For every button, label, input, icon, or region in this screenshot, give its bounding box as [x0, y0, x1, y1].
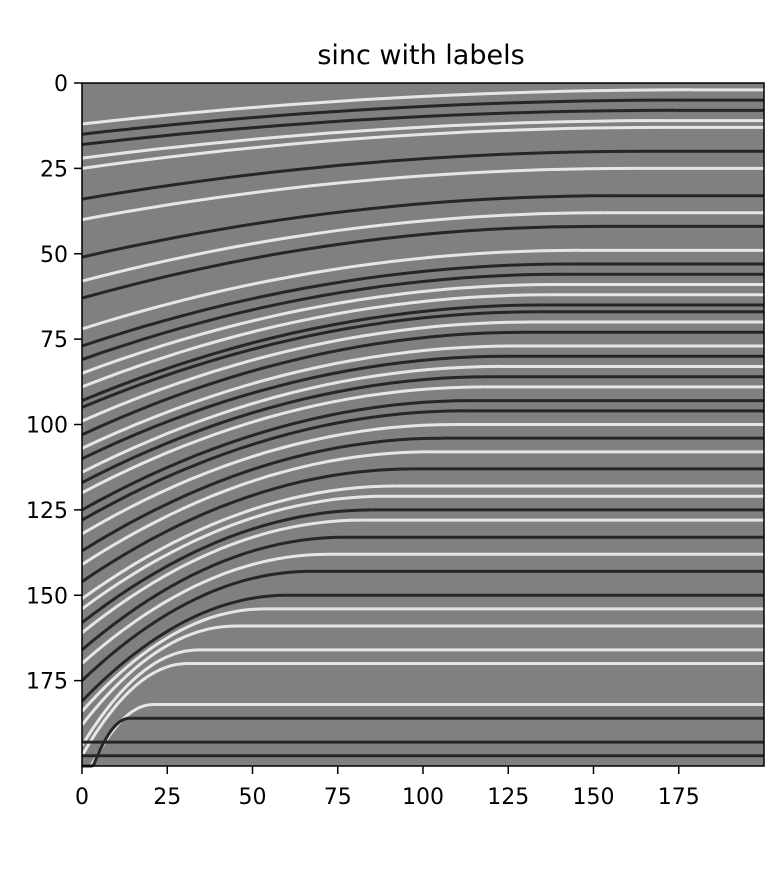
y-axis: 0 25 50 75 100 125 150 175 — [26, 72, 82, 695]
reflector-curve-40 — [80, 648, 199, 747]
reflector-curve-41 — [80, 662, 188, 757]
reflector-curve-11 — [81, 262, 570, 348]
reflector-curve-19 — [81, 344, 516, 450]
reflector-curve-15 — [81, 303, 543, 402]
x-tick-label-2: 50 — [239, 785, 267, 810]
y-tick-label-7: 175 — [26, 670, 68, 695]
reflector-curve-16 — [81, 310, 538, 409]
reflector-curve-34 — [81, 535, 345, 652]
x-tick-label-6: 150 — [573, 785, 615, 810]
reflector-curve-13 — [81, 283, 557, 375]
x-axis: 0 25 50 75 100 125 150 175 — [75, 766, 700, 810]
reflector-curve-0 — [81, 88, 691, 126]
reflector-curve-3 — [81, 119, 668, 160]
y-tick-label-3: 75 — [40, 328, 68, 353]
reflector-curve-24 — [81, 399, 473, 512]
reflector-curve-1 — [81, 98, 683, 136]
reflector-curve-9 — [81, 224, 595, 300]
reflector-curve-22 — [81, 375, 492, 484]
reflector-curve-29 — [81, 467, 413, 583]
reflector-curve-33 — [81, 518, 362, 634]
reflector-curve-8 — [81, 211, 604, 283]
reflector-curve-25 — [81, 409, 465, 522]
reflector-curve-23 — [81, 385, 484, 495]
reflector-curve-7 — [81, 194, 616, 259]
reflector-curve-37 — [80, 593, 287, 703]
reflectors — [80, 88, 764, 768]
x-tick-label-7: 175 — [658, 785, 700, 810]
y-tick-label-4: 100 — [26, 414, 68, 439]
chart-title: sinc with labels — [317, 40, 524, 71]
reflector-curve-39 — [80, 624, 236, 726]
reflector-curve-28 — [81, 450, 430, 566]
x-tick-label-1: 25 — [153, 785, 181, 810]
y-tick-label-0: 0 — [54, 72, 68, 97]
reflector-curve-2 — [81, 108, 676, 146]
reflector-curve-12 — [81, 272, 563, 362]
reflector-curve-31 — [81, 494, 386, 611]
x-tick-label-5: 125 — [487, 785, 529, 810]
y-tick-label-2: 50 — [40, 243, 68, 268]
reflector-curve-17 — [81, 320, 532, 423]
reflector-curve-35 — [81, 552, 328, 665]
reflector-curve-18 — [81, 330, 525, 437]
reflector-curve-6 — [81, 166, 634, 222]
x-tick-label-3: 75 — [324, 785, 352, 810]
plot-area — [80, 82, 765, 768]
reflector-curve-30 — [81, 484, 396, 600]
reflector-curve-36 — [80, 569, 311, 682]
reflector-curve-5 — [81, 149, 645, 201]
reflector-curve-38 — [80, 607, 264, 713]
reflector-curve-26 — [81, 423, 454, 536]
reflector-curve-10 — [81, 248, 579, 331]
reflector-curve-20 — [81, 354, 509, 461]
y-tick-label-6: 150 — [26, 584, 68, 609]
reflector-curve-4 — [81, 125, 663, 170]
reflector-curve-27 — [81, 436, 443, 553]
reflector-curve-14 — [81, 293, 550, 389]
y-tick-label-1: 25 — [40, 157, 68, 182]
x-tick-label-4: 100 — [402, 785, 444, 810]
y-tick-label-5: 125 — [26, 499, 68, 524]
reflector-curve-21 — [81, 364, 501, 474]
reflector-curve-32 — [81, 508, 372, 624]
x-tick-label-0: 0 — [75, 785, 89, 810]
